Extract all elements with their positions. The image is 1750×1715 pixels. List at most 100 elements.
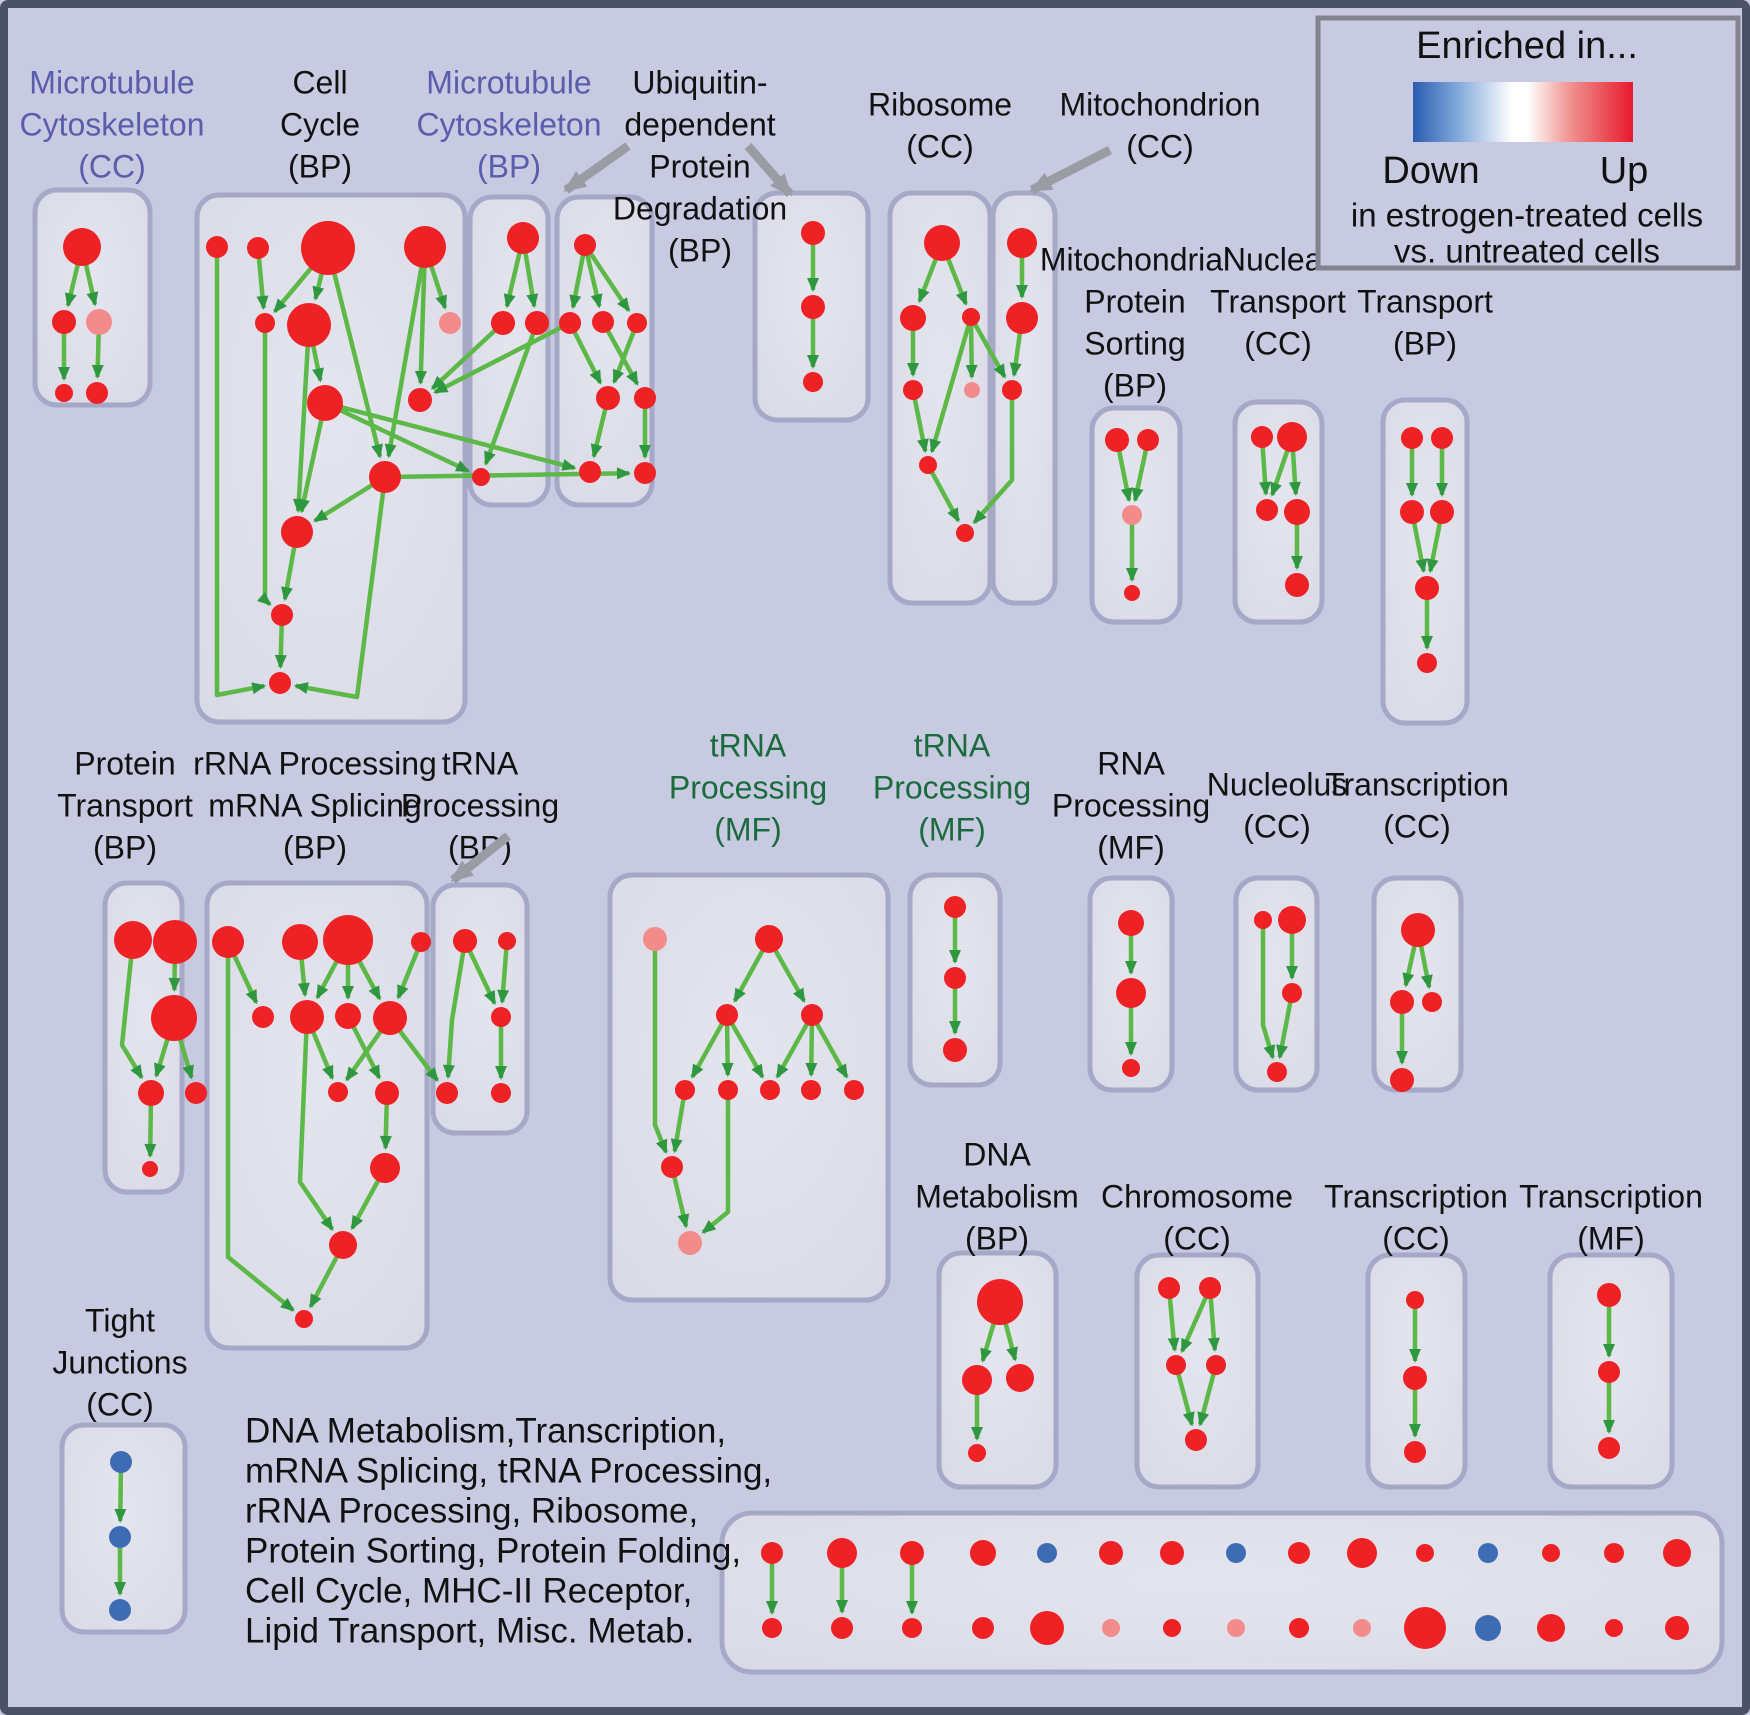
go-term-node-cell_cycle-4	[255, 313, 275, 333]
legend-down-label: Down	[1382, 150, 1479, 192]
go-term-node-ribosome-1	[900, 305, 926, 331]
cross-edge-cell_cycle-mt_bp	[324, 400, 471, 474]
cluster-label-rrna: mRNA Splicing	[208, 787, 421, 823]
bottom-strip-top-node-3	[970, 1540, 996, 1566]
bottom-strip-bottom-node-7	[1227, 1619, 1245, 1637]
cluster-label-cell_cycle: (BP)	[288, 148, 352, 184]
bottom-strip-bottom-node-13	[1605, 1619, 1623, 1637]
misc-category-line-0: DNA Metabolism,Transcription,	[245, 1411, 726, 1450]
go-term-node-prot_trans-3	[138, 1080, 164, 1106]
go-term-node-nuc_trans-1	[1277, 422, 1307, 452]
go-term-node-cell_cycle-11	[271, 604, 293, 626]
cluster-label-mito_sort: Protein	[1084, 283, 1185, 319]
edge-trna_mf_big	[701, 1090, 731, 1234]
go-term-node-ribosome-0	[924, 225, 960, 261]
cluster-box-rna_trans	[1380, 397, 1470, 726]
cluster-label-prot_trans: Protein	[74, 745, 175, 781]
go-term-node-rrna-11	[329, 1231, 357, 1259]
go-term-node-nucleolus-1	[1278, 906, 1306, 934]
cluster-label-chromosome: (CC)	[1163, 1220, 1231, 1256]
go-term-node-nuc_trans-4	[1285, 573, 1309, 597]
ubiquitin-right-arrow	[744, 143, 794, 197]
go-term-node-mt_cc-1	[52, 310, 76, 334]
cluster-label-dna_met: (BP)	[965, 1220, 1029, 1256]
go-term-node-mito-0	[1007, 228, 1037, 258]
edge-rrna	[225, 942, 295, 1312]
go-term-node-rrna-0	[212, 926, 244, 958]
cluster-box-chromosome	[1134, 1252, 1261, 1490]
cluster-label-mt_bp: Cytoskeleton	[417, 106, 602, 142]
go-term-node-tight_junc-1	[109, 1526, 131, 1548]
go-term-node-cell_cycle-7	[307, 385, 343, 421]
go-term-node-rrna-12	[295, 1310, 313, 1328]
cluster-label-trna_mf_big: (MF)	[714, 811, 782, 847]
go-term-node-rrna-10	[370, 1153, 400, 1183]
cluster-label-rna_trans: Transport	[1357, 283, 1493, 319]
go-term-node-dna_met-1	[962, 1365, 992, 1395]
go-term-node-trna_mf_small-1	[944, 967, 966, 989]
go-term-node-mito-2	[1002, 380, 1022, 400]
cluster-label-mt_cc: (CC)	[78, 148, 146, 184]
go-term-node-chromosome-3	[1206, 1355, 1226, 1375]
legend-subtitle-1: in estrogen-treated cells	[1351, 197, 1703, 234]
cluster-label-trans_cc_bot: (CC)	[1382, 1220, 1450, 1256]
go-term-node-rna_trans-5	[1417, 653, 1437, 673]
go-term-node-trna_mf_small-2	[943, 1038, 967, 1062]
go-term-node-nucleolus-2	[1282, 983, 1302, 1003]
go-term-node-trna_bp-0	[453, 929, 477, 953]
go-term-node-mt_bp-2	[525, 311, 549, 335]
cluster-label-trna_mf_small: Processing	[873, 769, 1031, 805]
go-term-node-rrna-6	[335, 1003, 361, 1029]
go-term-node-ubi_a-5	[634, 387, 656, 409]
go-term-node-trna_bp-4	[491, 1083, 511, 1103]
cluster-label-dna_met: Metabolism	[915, 1178, 1079, 1214]
go-term-node-nuc_trans-2	[1256, 499, 1278, 521]
bottom-strip-top-node-9	[1347, 1538, 1377, 1568]
go-term-node-trans_cc_mid-3	[1390, 1068, 1414, 1092]
cluster-label-ubi_b: (BP)	[668, 232, 732, 268]
misc-category-line-4: Cell Cycle, MHC-II Receptor,	[245, 1571, 692, 1610]
bottom-strip-bottom-node-2	[902, 1618, 922, 1638]
go-term-node-cell_cycle-5	[287, 303, 331, 347]
cluster-label-mito_sort: Mitochondrial	[1040, 241, 1230, 277]
cluster-label-mito_sort: Sorting	[1084, 325, 1185, 361]
cross-edge-ribosome-mito	[969, 315, 1007, 379]
go-term-node-rrna-9	[375, 1081, 399, 1105]
trna-bp-arrow	[450, 832, 511, 884]
cluster-box-dna_met	[936, 1250, 1059, 1490]
go-term-node-rrna-3	[411, 932, 431, 952]
cluster-label-nuc_trans: (CC)	[1244, 325, 1312, 361]
go-term-node-tight_junc-2	[109, 1599, 131, 1621]
go-term-node-cell_cycle-6	[439, 312, 461, 334]
go-term-node-rrna-4	[252, 1006, 274, 1028]
go-term-node-prot_trans-2	[151, 995, 197, 1041]
cluster-label-rrna: rRNA Processing	[193, 745, 437, 781]
cluster-label-nucleolus: (CC)	[1243, 808, 1311, 844]
misc-category-line-5: Lipid Transport, Misc. Metab.	[245, 1611, 694, 1650]
cluster-box-nucleolus	[1233, 875, 1320, 1093]
go-term-node-ubi_b-2	[803, 372, 823, 392]
bottom-strip-top-node-13	[1604, 1543, 1624, 1563]
edge-rrna	[396, 941, 424, 1000]
bottom-strip-top-node-12	[1542, 1544, 1560, 1562]
go-term-node-rna_proc-1	[1116, 978, 1146, 1008]
go-term-node-rna_proc-0	[1118, 910, 1144, 936]
go-term-node-prot_trans-4	[185, 1082, 207, 1104]
cluster-label-nucleolus: Nucleolus	[1207, 766, 1348, 802]
edge-trna_mf_big	[690, 1013, 729, 1079]
go-term-node-mito_sort-3	[1124, 585, 1140, 601]
cluster-box-trans_cc_mid	[1371, 875, 1464, 1093]
cluster-label-trna_mf_small: (MF)	[918, 811, 986, 847]
edge-ribosome	[965, 316, 978, 380]
go-term-node-trans_mf-1	[1598, 1361, 1620, 1383]
cluster-label-tight_junc: (CC)	[86, 1386, 154, 1422]
go-term-node-cell_cycle-8	[408, 388, 432, 412]
go-term-node-ubi_a-0	[574, 234, 596, 256]
cluster-label-nuc_trans: Transport	[1210, 283, 1346, 319]
cluster-label-mt_cc: Microtubule	[29, 64, 194, 100]
cluster-label-ubi_b: Protein	[649, 148, 750, 184]
go-term-node-cell_cycle-12	[269, 672, 291, 694]
go-term-node-dna_met-3	[968, 1444, 986, 1462]
bottom-strip-top-node-1	[827, 1538, 857, 1568]
